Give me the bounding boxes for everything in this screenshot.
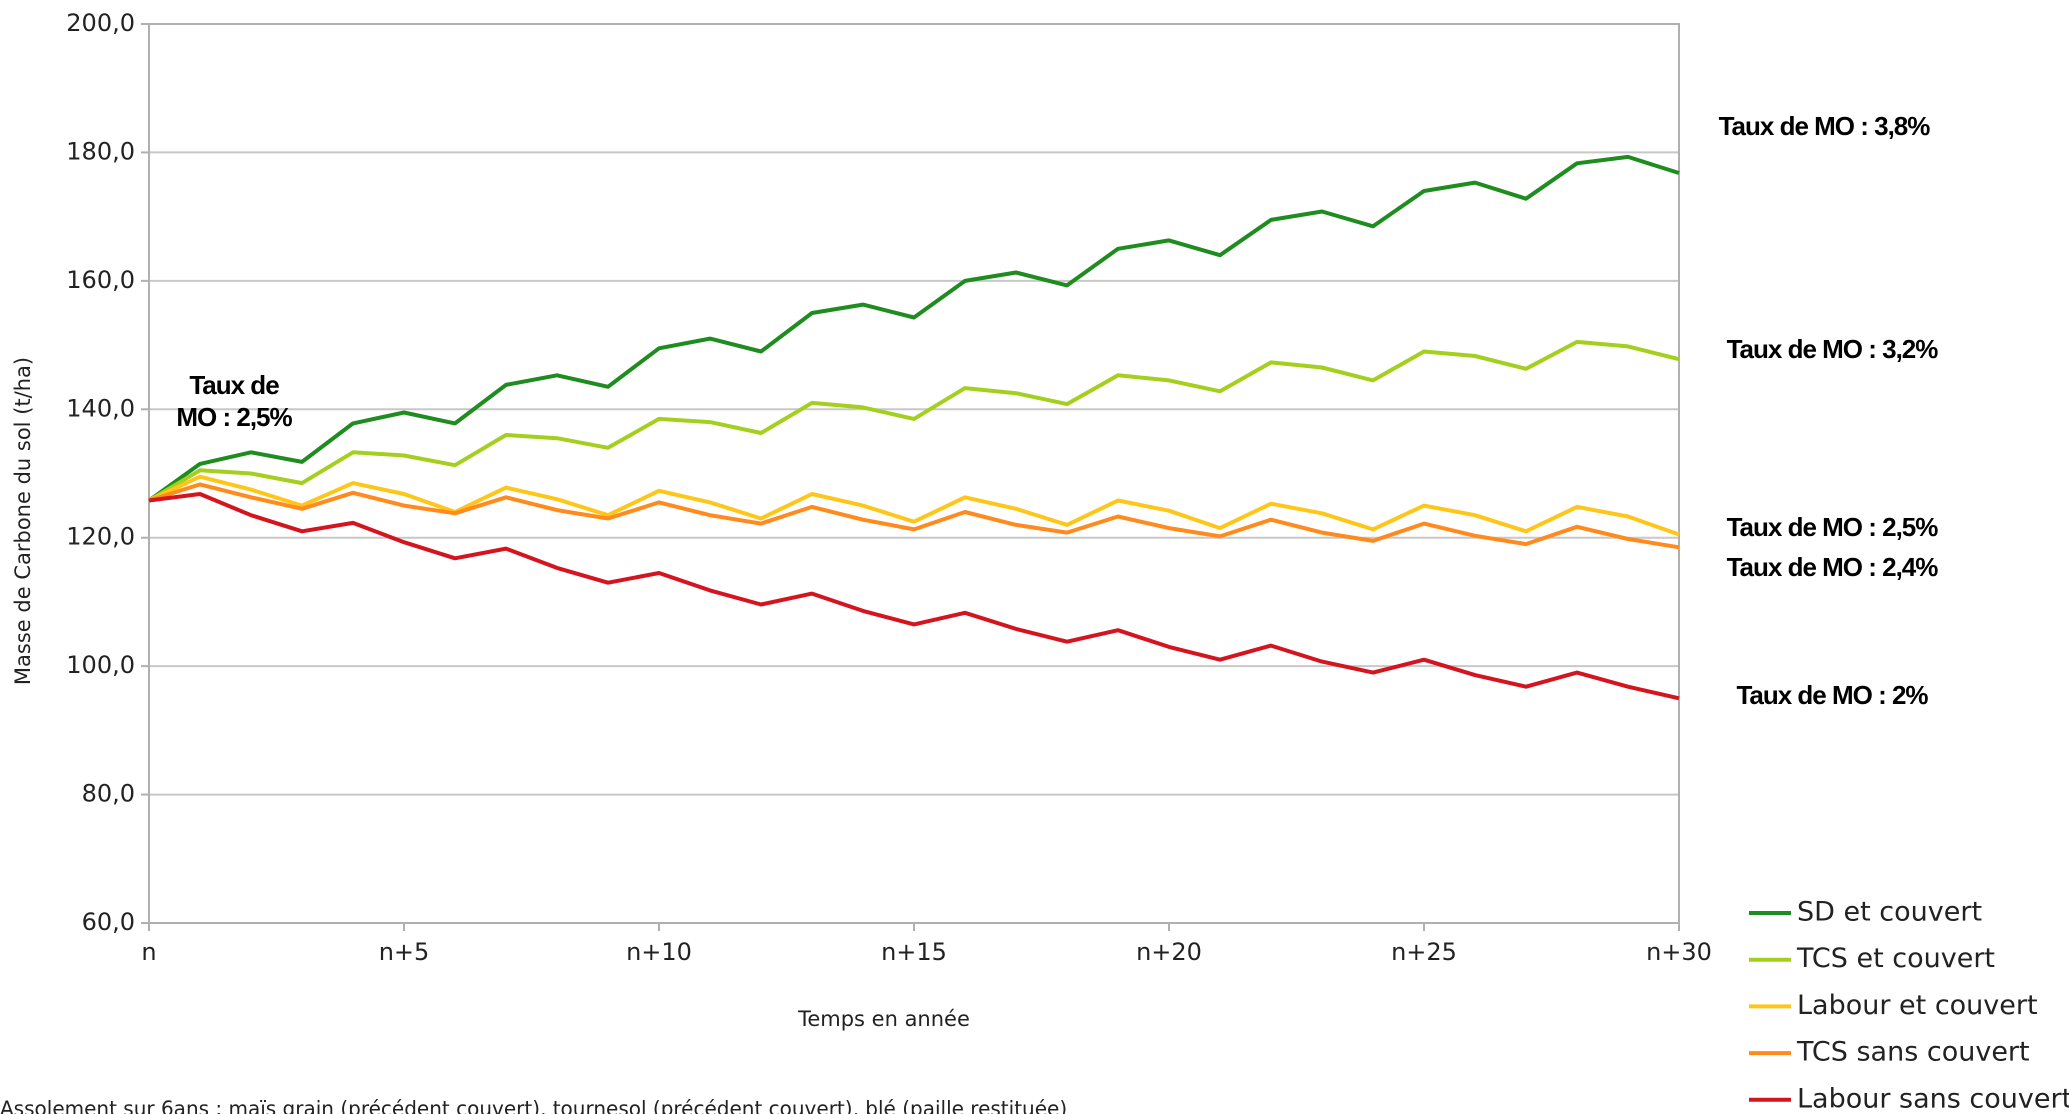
y-axis-label: Masse de Carbone du sol (t/ha) xyxy=(11,357,35,685)
annotation: MO : 2,5% xyxy=(176,402,292,432)
x-tick-label: n+30 xyxy=(1646,938,1712,966)
legend-label: Labour et couvert xyxy=(1797,990,2038,1021)
x-tick-label: n+10 xyxy=(626,938,692,966)
x-tick-label: n+25 xyxy=(1391,938,1457,966)
legend-label: SD et couvert xyxy=(1797,897,1982,928)
series-line xyxy=(147,339,1680,503)
y-tick-label: 200,0 xyxy=(66,9,135,37)
annotation: Taux de MO : 3,2% xyxy=(1727,334,1939,364)
legend-label: TCS et couvert xyxy=(1796,943,1995,974)
series-line xyxy=(147,154,1680,503)
annotation: Taux de MO : 2,5% xyxy=(1727,512,1939,542)
annotation: Taux de MO : 2,4% xyxy=(1727,552,1939,582)
plot-frame xyxy=(148,23,1680,924)
legend-label: TCS sans couvert xyxy=(1796,1037,2030,1068)
legend-label: Labour sans couvert xyxy=(1797,1083,2069,1114)
annotation: Taux de MO : 2% xyxy=(1736,680,1928,710)
footnote: Assolement sur 6ans : maïs grain (précéd… xyxy=(0,1097,1067,1114)
x-axis-label: Temps en année xyxy=(797,1007,970,1031)
series-line xyxy=(148,474,1680,537)
series-line xyxy=(148,492,1680,701)
series-line xyxy=(148,482,1680,550)
y-tick-label: 140,0 xyxy=(66,394,135,422)
x-tick-label: n xyxy=(141,938,156,966)
y-tick-label: 120,0 xyxy=(66,523,135,551)
x-tick-label: n+20 xyxy=(1136,938,1202,966)
y-tick-label: 180,0 xyxy=(66,137,135,165)
y-tick-label: 100,0 xyxy=(66,651,135,679)
annotation: Taux de xyxy=(189,370,279,400)
x-tick-label: n+15 xyxy=(881,938,947,966)
y-tick-label: 160,0 xyxy=(66,266,135,294)
annotation: Taux de MO : 3,8% xyxy=(1719,111,1931,141)
y-tick-label: 60,0 xyxy=(82,908,135,936)
x-tick-label: n+5 xyxy=(379,938,430,966)
y-tick-label: 80,0 xyxy=(82,780,135,808)
